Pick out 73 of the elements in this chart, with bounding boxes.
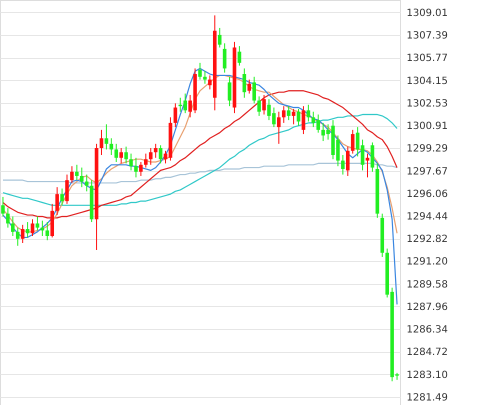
candlestick: [238, 46, 242, 66]
candlestick: [346, 146, 350, 176]
candlestick: [350, 129, 355, 154]
y-tick-label: 1309.01: [406, 8, 448, 19]
y-tick-label: 1287.96: [406, 302, 448, 313]
candlestick: [16, 227, 20, 246]
candlestick: [302, 106, 306, 135]
candlestick: [6, 208, 10, 228]
y-tick-label: 1305.77: [406, 53, 448, 64]
y-tick-label: 1281.49: [406, 392, 448, 404]
y-tick-label: 1297.67: [406, 166, 448, 178]
candlestick: [45, 222, 50, 241]
candlestick: [252, 76, 256, 104]
candlestick: [277, 111, 281, 144]
y-tick-label: 1296.06: [406, 188, 448, 200]
candlestick: [65, 174, 69, 204]
candlestick: [80, 167, 84, 188]
candlestick: [282, 106, 286, 124]
candlestick: [257, 96, 261, 116]
line-series: [2, 90, 398, 218]
candlestick: [174, 102, 178, 128]
candlestick: [119, 148, 123, 164]
candlestick: [148, 148, 153, 166]
candlestick: [158, 144, 162, 164]
y-tick-label: 1304.15: [406, 76, 448, 87]
candlestick: [11, 216, 15, 237]
candlestick: [100, 129, 104, 156]
candlestick: [129, 153, 133, 171]
y-tick-label: 1300.91: [406, 121, 448, 132]
candlestick: [75, 164, 79, 181]
candlestick: [104, 124, 108, 150]
candlestick: [154, 143, 158, 158]
candlestick: [124, 146, 128, 164]
candlestick: [228, 76, 232, 107]
candlestick: [40, 220, 44, 237]
y-tick-label: 1284.72: [406, 347, 448, 358]
candlestick: [110, 138, 114, 156]
candlestick: [144, 153, 148, 168]
candlestick: [286, 106, 290, 121]
candlestick: [36, 216, 40, 231]
y-tick-label: 1294.44: [406, 211, 448, 222]
candlestick: [55, 186, 59, 216]
candlestick: [30, 218, 34, 237]
candlestick: [70, 166, 74, 184]
y-tick-label: 1291.20: [406, 256, 448, 268]
candlestick: [296, 108, 300, 126]
candlestick: [1, 196, 5, 217]
candlestick: [370, 142, 374, 172]
y-tick-label: 1299.29: [406, 144, 448, 155]
y-tick-label: 1307.39: [406, 30, 448, 42]
y-tick-label: 1283.10: [406, 370, 448, 381]
candlestick: [262, 94, 266, 116]
candlestick: [292, 108, 296, 125]
candlestick: [366, 153, 370, 178]
candlestick: [218, 27, 222, 48]
candlestick: [114, 143, 118, 162]
candlestick: [134, 157, 138, 178]
line-series: [2, 68, 398, 306]
candlestick: [222, 42, 226, 74]
candlestick: [60, 188, 64, 206]
candlestick: [306, 104, 310, 122]
y-tick-label: 1286.34: [406, 324, 448, 336]
candlestick: [247, 79, 252, 94]
candlestick: [341, 154, 345, 176]
candlestick: [198, 62, 202, 80]
candlestick: [139, 162, 143, 176]
candlestick: [84, 174, 88, 192]
candlestick: [26, 222, 30, 238]
y-tick-label: 1289.58: [406, 279, 448, 290]
y-tick-label: 1292.82: [406, 234, 448, 246]
y-tick-label: 1302.53: [406, 98, 448, 110]
candlestick: [20, 224, 24, 244]
candlestick: [242, 68, 246, 98]
